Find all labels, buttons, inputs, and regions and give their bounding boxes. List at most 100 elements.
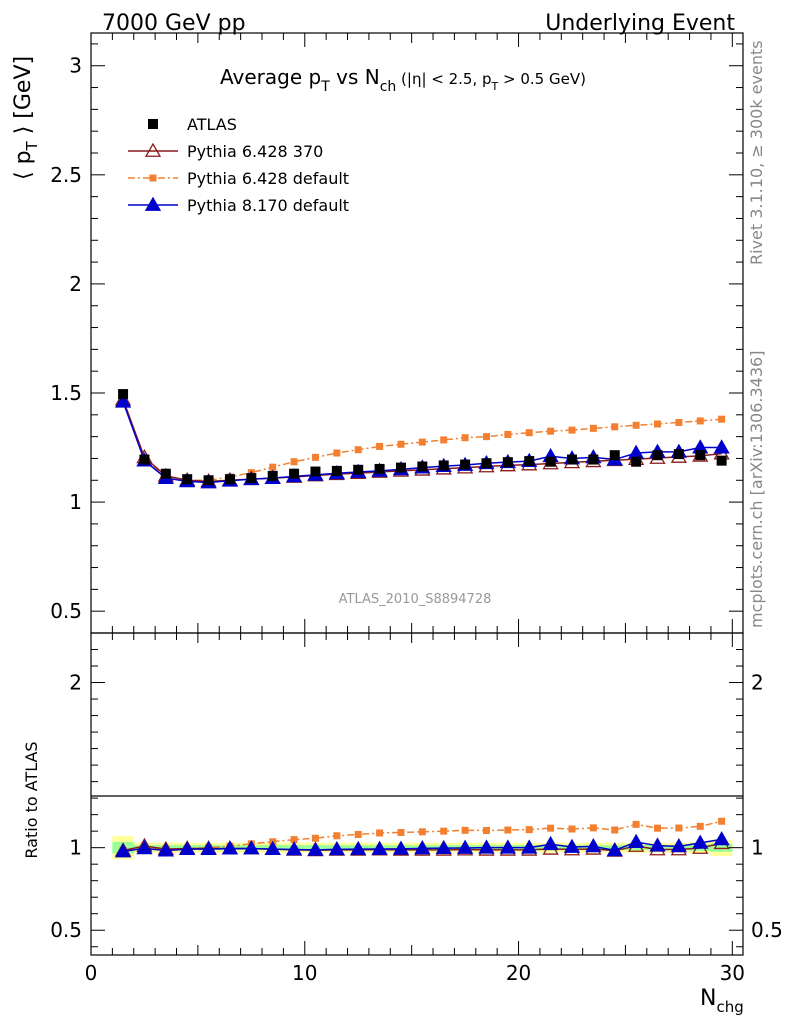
x-tick-label: 30	[720, 961, 745, 985]
data-point	[397, 440, 405, 448]
ratio-point	[179, 840, 196, 856]
ratio-point	[718, 817, 726, 825]
x-tick-label: 0	[85, 961, 98, 985]
process-label: Underlying Event	[545, 11, 735, 36]
data-point	[418, 438, 426, 446]
data-point	[118, 389, 129, 400]
data-point	[354, 446, 362, 454]
data-point	[545, 456, 556, 467]
ratio-series-pythia-8-170-default	[114, 831, 730, 858]
data-point	[653, 420, 661, 428]
legend-marker	[149, 174, 157, 182]
data-point	[353, 464, 364, 475]
x-tick-label: 20	[506, 961, 531, 985]
ratio-point	[285, 841, 303, 856]
data-point	[481, 458, 492, 469]
data-point	[395, 462, 406, 473]
data-point	[460, 459, 471, 470]
ratio-point	[589, 824, 597, 832]
data-point	[440, 436, 448, 444]
ratio-point	[435, 839, 452, 855]
data-point	[160, 468, 171, 479]
ratio-point	[478, 839, 495, 854]
main-y-tick-labels: 0.5 1 1.5 2 2.5 3	[50, 54, 82, 623]
ratio-point	[290, 836, 298, 844]
data-point	[139, 454, 150, 465]
legend-label: Pythia 6.428 370	[187, 142, 323, 161]
data-point	[547, 427, 555, 435]
data-point	[114, 393, 132, 408]
legend-entry-atlas: ATLAS	[148, 115, 237, 134]
uncertainty-band-inner	[710, 843, 733, 852]
rivet-label: Rivet 3.1.10, ≥ 300k events	[747, 40, 766, 265]
legend: ATLAS Pythia 6.428 370 Pythia 6.428 defaul…	[128, 115, 349, 215]
data-point	[632, 421, 640, 429]
ratio-point	[136, 840, 153, 855]
main-y-tick-label: 2.5	[50, 163, 82, 187]
data-point	[182, 474, 193, 485]
data-point	[524, 456, 535, 467]
data-point	[525, 429, 533, 437]
data-point	[566, 454, 577, 465]
ratio-point	[264, 840, 281, 856]
legend-marker	[144, 142, 162, 157]
legend-entry-pythia-6-428-default: Pythia 6.428 default	[128, 169, 349, 188]
ratio-point	[632, 820, 640, 828]
main-y-tick-label: 1.5	[50, 381, 82, 405]
data-point	[713, 439, 730, 454]
ratio-axis-ticks	[90, 633, 743, 955]
ratio-point	[696, 822, 704, 830]
ratio-point	[392, 840, 410, 855]
mcplots-label: mcplots.cern.ch [arXiv:1306.3436]	[747, 351, 766, 628]
ratio-point	[333, 832, 341, 840]
ratio-point	[221, 840, 239, 855]
data-point	[568, 426, 576, 434]
ratio-y-tick-labels: 0.5 0.5 1 1 2 2	[50, 671, 783, 943]
ratio-point	[376, 829, 384, 837]
data-point	[631, 456, 642, 467]
data-point	[374, 463, 385, 474]
ratio-y-tick-label-right: 2	[751, 671, 764, 695]
data-point	[269, 463, 277, 471]
data-point	[417, 461, 428, 472]
analysis-label: ATLAS_2010_S8894728	[339, 592, 492, 607]
x-tick-label: 10	[292, 961, 317, 985]
ratio-series-group	[114, 817, 730, 858]
x-tick-labels: 0 10 20 30	[85, 961, 745, 985]
legend-entry-pythia-8-170-default: Pythia 8.170 default	[128, 196, 349, 215]
ratio-point	[414, 840, 431, 855]
ratio-point	[547, 824, 555, 832]
series-atlas	[118, 389, 727, 486]
ratio-point	[440, 827, 448, 835]
ratio-point	[692, 834, 709, 849]
main-y-axis-label: ⟨ pT ⟩ [GeV]	[11, 56, 41, 180]
data-point	[203, 475, 214, 486]
legend-label: Pythia 6.428 default	[187, 169, 349, 188]
main-y-tick-label: 2	[69, 272, 82, 296]
ratio-y-tick-label: 2	[69, 671, 82, 695]
data-point	[482, 433, 490, 441]
ratio-point	[563, 838, 581, 853]
legend-marker	[148, 119, 158, 129]
data-point	[652, 450, 663, 461]
main-axis-ticks	[90, 33, 743, 634]
main-y-tick-label: 3	[69, 54, 82, 78]
data-point	[290, 458, 298, 466]
data-point	[246, 473, 257, 484]
data-point	[611, 423, 619, 431]
ratio-point	[653, 824, 661, 832]
ratio-point	[397, 828, 405, 836]
ratio-point	[350, 840, 367, 856]
data-point	[589, 424, 597, 432]
legend-entry-pythia-6-428-370: Pythia 6.428 370	[128, 142, 323, 161]
ratio-point	[243, 840, 260, 855]
ratio-plot-panel: 0.5 0.5 1 1 2 2 Ratio to ATLAS 0 10 20 30 Nchg	[22, 632, 783, 1016]
ratio-point	[307, 841, 324, 856]
legend-label: ATLAS	[187, 115, 237, 134]
ratio-point	[311, 834, 319, 842]
data-point	[311, 453, 319, 461]
ratio-y-axis-label: Ratio to ATLAS	[22, 741, 41, 858]
ratio-y-tick-label: 0.5	[50, 918, 82, 942]
data-point	[695, 450, 706, 461]
ratio-point	[649, 837, 666, 852]
